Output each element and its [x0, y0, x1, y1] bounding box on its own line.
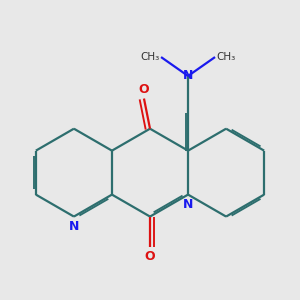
Text: O: O [139, 83, 149, 96]
Text: O: O [145, 250, 155, 262]
Text: CH₃: CH₃ [217, 52, 236, 62]
Text: N: N [183, 70, 193, 83]
Text: N: N [69, 220, 79, 233]
Text: CH₃: CH₃ [140, 52, 159, 62]
Text: N: N [183, 198, 193, 211]
